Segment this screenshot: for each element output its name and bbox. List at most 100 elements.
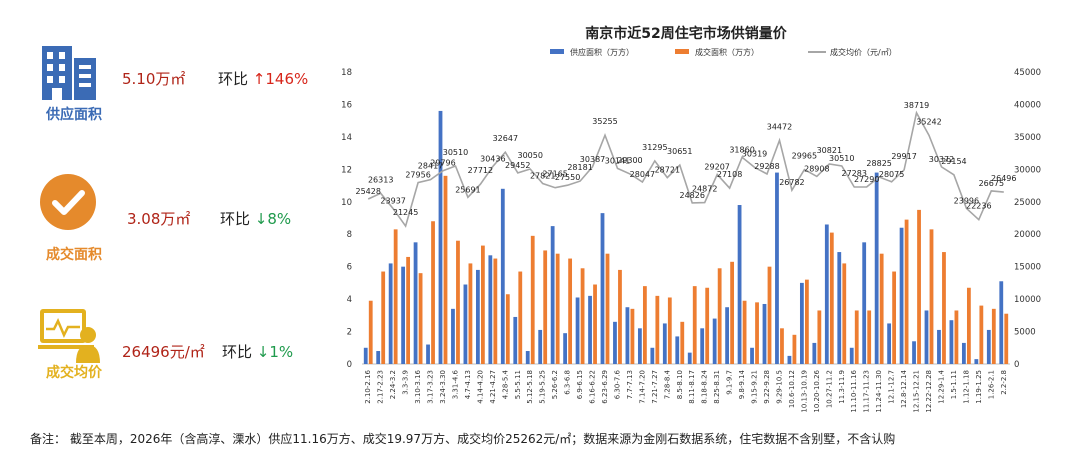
price-data-label: 29917 — [891, 152, 916, 161]
price-data-label: 35255 — [592, 117, 617, 126]
price-data-label: 34472 — [767, 122, 792, 131]
x-tick-label: 6.9-6.15 — [576, 370, 584, 399]
price-data-label: 22236 — [966, 202, 991, 211]
deal-bar — [605, 253, 610, 364]
deal-bar — [568, 258, 573, 364]
supply-bar — [600, 213, 605, 364]
deal-bar — [418, 273, 423, 364]
x-tick-label: 6.16-6.22 — [589, 370, 597, 404]
supply-bar — [451, 308, 455, 364]
supply-bar — [949, 320, 954, 364]
supply-bar — [637, 328, 642, 364]
kpi-ratio: 环比 ↓8% — [220, 208, 291, 229]
y-right-tick-label: 15000 — [1014, 263, 1041, 273]
x-tick-label: 1.12-1.18 — [962, 370, 970, 404]
ratio-label: 环比 — [218, 70, 249, 88]
supply-bar — [775, 172, 779, 364]
price-line — [367, 110, 1004, 228]
supply-bar — [874, 172, 879, 364]
x-tick-label: 11.3-11.9 — [838, 370, 846, 404]
x-tick-label: 2.10-2.16 — [364, 369, 372, 403]
x-tick-label: 10.6-10.12 — [788, 370, 796, 408]
deal-bar — [505, 294, 510, 364]
price-data-label: 30387 — [580, 155, 605, 164]
deal-bar — [892, 271, 897, 364]
supply-bar — [750, 347, 754, 364]
supply-bar — [650, 347, 655, 364]
deal-bar — [917, 209, 921, 364]
price-data-label: 29207 — [704, 162, 729, 171]
x-tick-label: 11.10-11.16 — [850, 369, 858, 412]
supply-bar — [550, 226, 555, 364]
deal-bar — [854, 310, 859, 364]
price-data-label: 30372 — [929, 155, 954, 164]
price-data-label: 27283 — [842, 169, 867, 178]
price-data-label: 27290 — [854, 175, 879, 184]
y-left-tick-label: 16 — [341, 100, 352, 110]
y-right-tick-label: 45000 — [1014, 68, 1041, 78]
supply-bar — [725, 307, 730, 364]
kpi-value: 5.10万㎡ — [122, 70, 186, 88]
price-data-label: 29154 — [941, 157, 966, 166]
supply-bar — [500, 188, 505, 364]
price-data-label: 31295 — [642, 143, 667, 152]
deal-bar — [593, 284, 597, 364]
supply-bar — [426, 344, 430, 364]
price-data-label: 24826 — [680, 191, 705, 200]
y-left-tick-label: 6 — [347, 263, 352, 273]
deal-bar — [979, 305, 984, 364]
supply-bar — [575, 297, 580, 364]
deal-bar — [555, 253, 560, 364]
x-tick-label: 2.17-2.23 — [377, 370, 385, 404]
x-tick-label: 11.17-11.23 — [863, 370, 871, 413]
price-data-label: 30510 — [443, 148, 468, 157]
deal-bar — [804, 279, 809, 364]
x-tick-label: 9.22-9.28 — [763, 370, 771, 404]
price-data-label: 30141 — [605, 156, 630, 165]
supply-bar — [613, 321, 617, 364]
deal-bar — [493, 258, 498, 364]
deal-bar — [692, 286, 697, 364]
x-tick-label: 2.24-3.2 — [389, 370, 397, 399]
price-data-label: 27165 — [542, 170, 567, 179]
deal-bar — [730, 261, 735, 364]
supply-bar — [513, 316, 518, 364]
x-tick-label: 9.15-9.21 — [751, 370, 759, 404]
deal-bar — [543, 250, 548, 364]
y-right-tick-label: 35000 — [1014, 133, 1041, 143]
price-data-label: 27550 — [555, 173, 580, 182]
deal-bar — [954, 310, 959, 364]
deal-bar — [381, 271, 386, 364]
presenter-screen-icon — [34, 305, 104, 367]
y-left-tick-label: 18 — [341, 68, 352, 78]
kpi-ratio: 环比 ↑146% — [218, 68, 308, 89]
price-data-label: 28075 — [879, 170, 904, 179]
deal-bar — [406, 256, 411, 364]
footnote: 备注： 截至本周，2026年（含高淳、溧水）供应11.16万方、成交19.97万… — [30, 432, 896, 446]
x-tick-label: 9.29-10.5 — [775, 370, 783, 404]
price-data-label: 23937 — [380, 197, 405, 206]
deal-bar — [667, 297, 672, 364]
x-tick-label: 4.14-4.20 — [476, 370, 484, 404]
price-data-label: 26675 — [979, 179, 1004, 188]
price-data-label: 28721 — [655, 166, 680, 175]
price-data-label: 28181 — [567, 163, 592, 172]
deal-bar — [767, 266, 772, 364]
deal-bar — [842, 263, 847, 364]
price-data-label: 30319 — [742, 149, 767, 158]
deal-bar — [393, 229, 398, 364]
price-data-label: 24872 — [692, 185, 717, 194]
y-left-tick-label: 4 — [347, 295, 352, 305]
supply-bar — [376, 351, 381, 364]
price-data-label: 28047 — [630, 170, 655, 179]
price-data-label: 28825 — [866, 159, 891, 168]
y-left-tick-label: 10 — [341, 198, 352, 208]
price-data-label: 28908 — [804, 164, 829, 173]
x-tick-label: 3.3-3.9 — [402, 370, 410, 395]
deal-bar — [642, 286, 647, 364]
x-tick-label: 12.1-12.7 — [888, 370, 896, 404]
y-right-tick-label: 5000 — [1014, 328, 1036, 338]
supply-bar — [463, 284, 468, 364]
price-data-label: 26496 — [991, 174, 1016, 183]
price-data-label: 29452 — [505, 161, 530, 170]
